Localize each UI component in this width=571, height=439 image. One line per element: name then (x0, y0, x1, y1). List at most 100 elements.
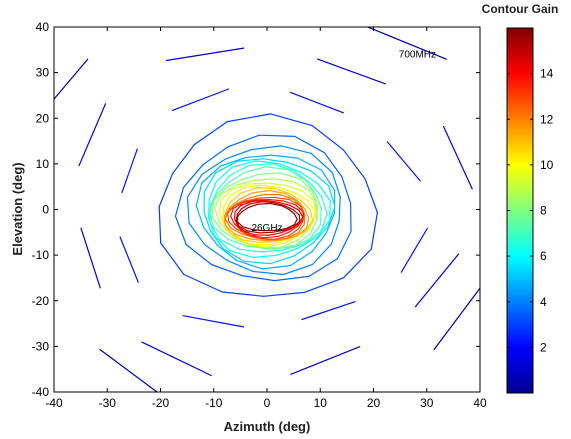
contour-segment (257, 202, 271, 205)
colorbar (506, 27, 534, 394)
contour-segment (319, 208, 322, 226)
contour-segment (236, 238, 255, 246)
annotation-26ghz: 26GHz (251, 223, 282, 234)
contour-segment (271, 229, 284, 233)
contour-segment (234, 233, 251, 240)
contour-segment (238, 225, 249, 232)
colorbar-tick-label: 2 (540, 340, 547, 354)
x-tick-label: 0 (264, 396, 271, 410)
contour-segment (267, 232, 282, 236)
contour-segment (203, 211, 212, 232)
y-tick-label: 30 (36, 66, 50, 80)
contour-segment (264, 239, 282, 242)
contour-segment (242, 199, 257, 204)
contour-segment (266, 182, 286, 186)
contour-segment (309, 170, 330, 187)
x-tick-label: -20 (152, 396, 170, 410)
contour-segment (331, 171, 341, 198)
contour-segment (268, 189, 286, 195)
contour-segment (336, 230, 352, 260)
contour-segment (228, 221, 237, 230)
x-tick-label: -10 (205, 396, 223, 410)
contour-segment (284, 205, 294, 211)
contour-segment (252, 254, 278, 258)
x-axis-label: Azimuth (deg) (224, 419, 311, 434)
contour-segment (240, 200, 253, 207)
y-tick-label: -40 (32, 385, 50, 399)
contour-segment (237, 210, 243, 217)
contour-segment (240, 187, 258, 194)
contour-segment (271, 239, 289, 245)
contour-segment (217, 174, 231, 191)
contour-segment (218, 200, 222, 214)
contour-segment (251, 189, 270, 194)
contour-segment (238, 248, 263, 253)
contour-segment (182, 315, 245, 328)
contour-segment (311, 243, 332, 266)
contour-segment (273, 202, 286, 207)
contour-segment (301, 301, 356, 321)
contour-segment (224, 179, 242, 190)
contour-segment (284, 184, 303, 192)
contour-segment (236, 224, 244, 232)
contour-segment (282, 226, 294, 231)
contour-segment (304, 208, 310, 219)
contour-segment (210, 263, 243, 277)
contour-segment (292, 209, 300, 216)
contour-segment (208, 181, 217, 201)
contour-segment (297, 228, 310, 241)
contour-segment (204, 244, 228, 261)
contour-segment (282, 243, 305, 251)
contour-segment (296, 199, 306, 210)
contour-segment (282, 263, 314, 276)
contour-segment (261, 201, 275, 204)
contour-segment (280, 239, 299, 248)
contour-segment (262, 158, 289, 163)
contour-segment (220, 189, 233, 202)
contour-segment (234, 204, 242, 213)
contour-segment (222, 206, 225, 219)
contour-segment (214, 206, 220, 222)
contour-segment (234, 217, 238, 226)
contour-segment (195, 205, 205, 228)
colorbar-tick-label: 6 (540, 249, 547, 263)
contour-segment (280, 235, 298, 241)
x-tick-label: 40 (473, 396, 487, 410)
contour-segment (160, 242, 185, 276)
contour-segment (248, 163, 274, 166)
contour-segment (280, 172, 301, 180)
contour-segment (224, 209, 229, 220)
contour-segment (289, 91, 344, 114)
contour-segment (188, 222, 206, 246)
plot-frame (53, 26, 481, 393)
contour-segment (279, 163, 302, 173)
contour-segment (259, 240, 278, 243)
contour-segment (328, 185, 336, 208)
contour-segment (233, 222, 242, 231)
contour-segment (232, 202, 244, 210)
contour-segment (230, 215, 235, 224)
contour-segment (285, 224, 296, 230)
contour-segment (313, 200, 317, 215)
contour-segment (294, 135, 325, 154)
contour-segment (315, 193, 322, 210)
contour-segment (298, 216, 304, 225)
colorbar-tick-label: 4 (540, 295, 547, 309)
contour-segment (213, 235, 231, 252)
contour-segment (305, 220, 314, 232)
contour-segment (233, 200, 247, 207)
colorbar-tick-label: 8 (540, 204, 547, 218)
contour-segment (263, 291, 305, 297)
contour-segment (443, 125, 473, 190)
contour-segment (272, 178, 294, 182)
contour-segment (272, 163, 295, 172)
contour-segment (293, 218, 298, 226)
contour-segment (193, 120, 228, 146)
contour-segment (209, 222, 221, 240)
contour-segment (240, 229, 251, 236)
contour-segment (292, 220, 301, 228)
contour-segment (265, 242, 286, 248)
contour-segment (224, 225, 236, 235)
contour-segment (288, 204, 300, 211)
x-tick-label: -40 (45, 396, 63, 410)
